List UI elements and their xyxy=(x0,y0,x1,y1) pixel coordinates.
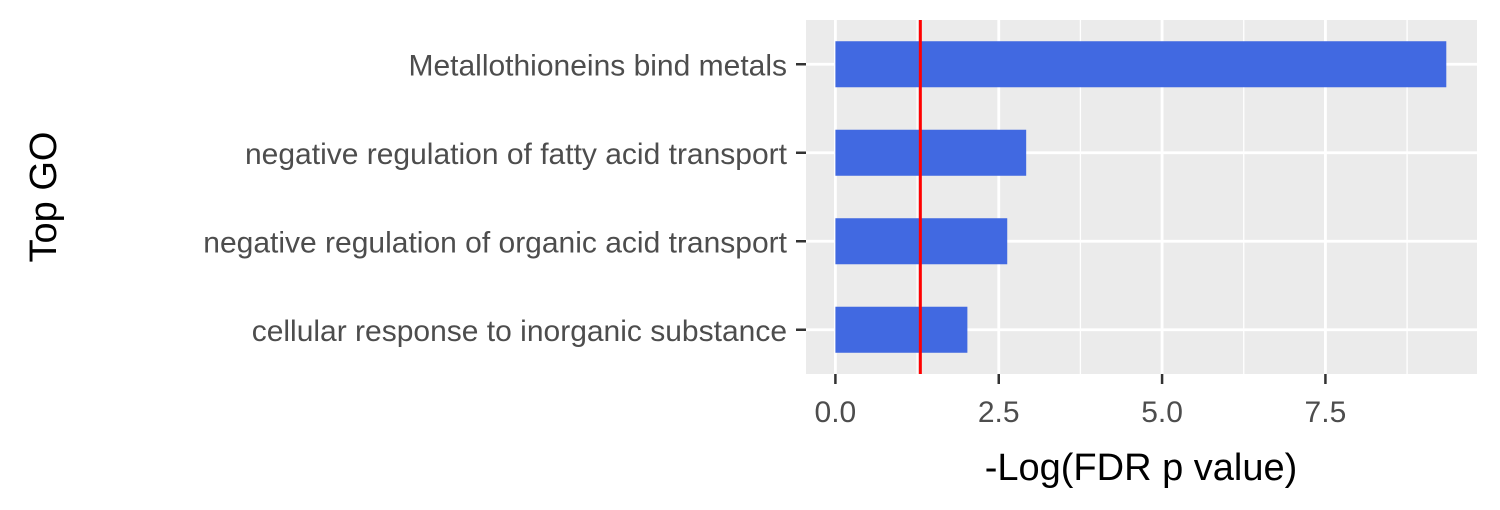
y-tick-label: cellular response to inorganic substance xyxy=(252,315,787,348)
y-tick-label: negative regulation of fatty acid transp… xyxy=(245,138,788,171)
y-tick-label: negative regulation of organic acid tran… xyxy=(203,226,787,259)
x-tick-label: 0.0 xyxy=(815,396,857,429)
x-axis: 0.0 2.5 5.0 7.5 xyxy=(815,374,1347,429)
y-axis-title: Top GO xyxy=(23,132,65,263)
bar xyxy=(835,41,1447,88)
bar xyxy=(835,129,1027,176)
x-tick-label: 2.5 xyxy=(978,396,1020,429)
x-axis-title: -Log(FDR p value) xyxy=(985,447,1298,489)
bar xyxy=(835,306,968,353)
y-tick-label: Metallothioneins bind metals xyxy=(408,49,787,82)
x-tick-label: 5.0 xyxy=(1141,396,1183,429)
x-tick-label: 7.5 xyxy=(1305,396,1347,429)
y-axis: Metallothioneins bind metals negative reg… xyxy=(203,49,806,348)
